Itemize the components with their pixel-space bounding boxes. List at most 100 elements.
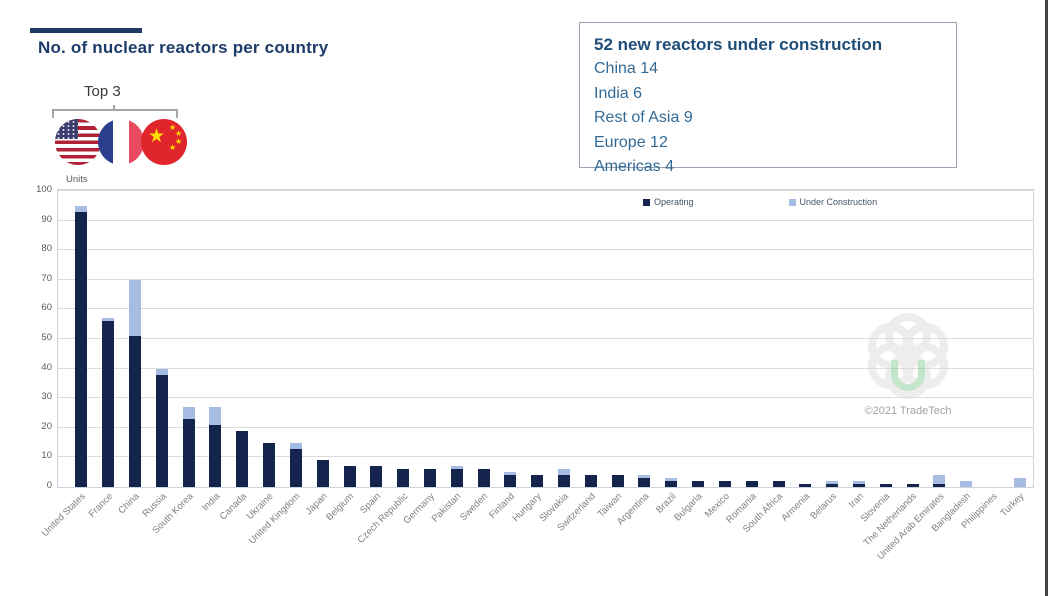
bar-brazil [665, 478, 678, 487]
bar-spain [370, 466, 383, 487]
operating-segment [102, 321, 115, 487]
operating-segment [558, 475, 571, 487]
bar-slot [577, 475, 604, 487]
operating-segment [799, 484, 812, 487]
bar-taiwan [611, 475, 624, 487]
under-construction-segment [75, 205, 88, 212]
operating-segment [129, 336, 142, 487]
gridline [58, 367, 1033, 369]
x-slot: Hungary [511, 488, 550, 578]
bar-united-kingdom [289, 442, 302, 487]
bar-czech-republic [397, 469, 410, 487]
x-tick-label: India [199, 491, 223, 514]
bar-slot [792, 484, 819, 487]
bar-slot [551, 469, 578, 487]
gridline [58, 397, 1033, 399]
operating-segment [531, 475, 544, 487]
bar-slot [953, 481, 980, 487]
x-slot: Bulgaria [672, 488, 711, 578]
x-slot: Japan [303, 488, 335, 578]
y-tick-label: 100 [36, 184, 52, 195]
x-slot: Armenia [779, 488, 818, 578]
under-construction-segment [852, 481, 865, 485]
bar-south-africa [772, 481, 785, 487]
x-slot: Czech Republic [355, 488, 416, 578]
x-slot: Brazil [653, 488, 684, 578]
tradetech-logo-icon [860, 313, 956, 402]
y-tick-label: 90 [41, 213, 52, 225]
operating-segment [316, 460, 329, 487]
bar-canada [236, 430, 249, 487]
operating-segment [477, 469, 490, 487]
x-slot: Bangladesh [930, 488, 979, 578]
operating-segment [611, 475, 624, 487]
y-tick-label: 30 [41, 391, 52, 403]
china-flag-star: ★ [175, 137, 183, 146]
under-construction-segment [102, 318, 115, 322]
operating-segment [289, 448, 302, 487]
x-slot: Taiwan [596, 488, 630, 578]
bar-germany [423, 469, 436, 487]
operating-segment [718, 481, 731, 487]
under-construction-segment [209, 407, 222, 425]
y-axis-labels: 0 10 20 30 40 50 60 70 80 90 100 [16, 184, 52, 491]
screen-right-edge [1045, 0, 1048, 596]
x-slot: China [116, 488, 148, 578]
bar-romania [745, 481, 758, 487]
x-slot: Finland [487, 488, 523, 578]
china-flag-icon: ★ ★ ★ ★ ★ [141, 119, 187, 165]
bar-sweden [477, 469, 490, 487]
under-construction-segment [155, 368, 168, 375]
x-slot: Belgium [324, 488, 362, 578]
bar-slot [95, 318, 122, 487]
bar-bangladesh [960, 481, 973, 487]
china-flag-star: ★ [148, 126, 166, 147]
top3-flags: ★ ★ ★ ★ ★ [55, 119, 187, 165]
under-construction-segment [665, 478, 678, 482]
bar-china [129, 279, 142, 487]
bar-slot [309, 460, 336, 487]
operating-segment [852, 484, 865, 487]
y-tick-label: 10 [41, 450, 52, 462]
bar-slot [604, 475, 631, 487]
x-slot: Sweden [458, 488, 496, 578]
legend-swatch-operating [643, 198, 650, 206]
bar-turkey [1013, 478, 1026, 487]
bar-slot [175, 407, 202, 487]
bar-switzerland [584, 475, 597, 487]
bar-slot [819, 481, 846, 487]
operating-segment [745, 481, 758, 487]
x-slot: United States [40, 488, 94, 578]
y-tick-label: 80 [41, 243, 52, 255]
operating-segment [772, 481, 785, 487]
gridline [58, 426, 1033, 428]
x-axis-labels: United States France China Russia South Kore… [40, 488, 1032, 578]
x-slot: Pakistan [430, 488, 469, 578]
bar-slot [363, 466, 390, 487]
x-slot: Argentina [615, 488, 657, 578]
operating-segment [933, 484, 946, 487]
title-accent-line [30, 28, 142, 33]
operating-segment [638, 478, 651, 487]
gridline [58, 249, 1033, 251]
x-slot: Switzerland [555, 488, 603, 578]
x-tick-label: Iran [846, 491, 866, 511]
bar-slot [1006, 478, 1033, 487]
y-tick-label: 50 [41, 332, 52, 343]
us-flag-canton [55, 119, 78, 139]
top3-bracket-notch [113, 105, 115, 110]
y-tick-label: 60 [41, 302, 52, 314]
bar-slot [470, 469, 497, 487]
legend-label-under-construction: Under Construction [799, 197, 878, 207]
operating-segment [236, 430, 249, 487]
bar-iran [852, 481, 865, 487]
bar-russia [155, 368, 168, 487]
x-slot: Turkey [999, 488, 1032, 578]
operating-segment [423, 469, 436, 487]
gridline [58, 190, 1033, 191]
operating-segment [397, 469, 410, 487]
bar-slot [417, 469, 444, 487]
gridline [58, 308, 1033, 310]
bar-slot [443, 466, 470, 487]
bar-united-states [75, 205, 88, 487]
